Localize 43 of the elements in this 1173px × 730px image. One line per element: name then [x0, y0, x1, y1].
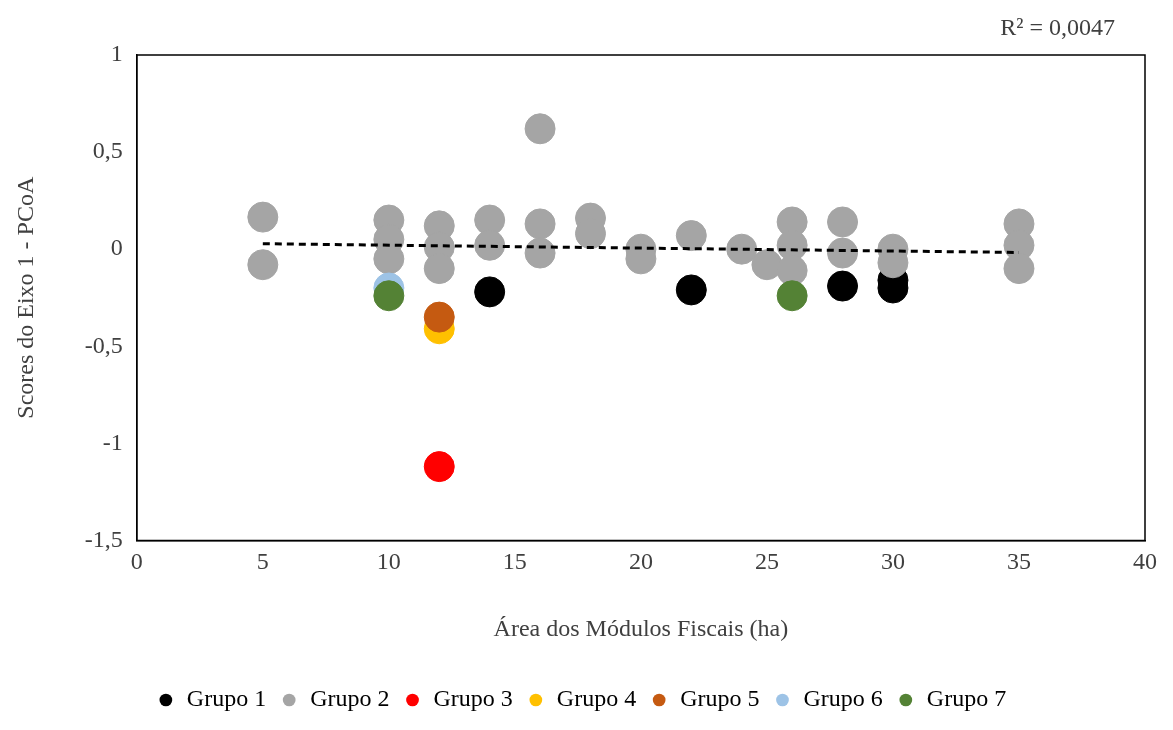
point — [675, 220, 707, 252]
legend-label: Grupo 1 — [186, 685, 267, 712]
x-tick-label: 25 — [754, 548, 779, 575]
point — [827, 270, 859, 302]
point — [524, 208, 556, 240]
legend-label: Grupo 6 — [803, 685, 883, 712]
x-tick-label: 35 — [1006, 548, 1031, 575]
x-axis-title: Área dos Módulos Fiscais (ha) — [493, 614, 789, 641]
point — [776, 280, 808, 312]
x-tick-label: 15 — [502, 548, 527, 575]
point — [247, 249, 279, 281]
y-tick-label: 1 — [110, 40, 123, 67]
y-tick-label: -1 — [102, 428, 123, 455]
point — [423, 451, 455, 483]
point — [827, 206, 859, 238]
x-tick-label: 0 — [130, 548, 143, 575]
legend-label: Grupo 3 — [433, 685, 513, 712]
legend-label: Grupo 7 — [926, 685, 1007, 712]
x-tick-label: 20 — [628, 548, 653, 575]
y-tick-label: -0,5 — [84, 331, 123, 358]
point — [524, 237, 556, 269]
legend-label: Grupo 2 — [310, 685, 390, 712]
x-tick-label: 5 — [256, 548, 269, 575]
legend-label: Grupo 5 — [680, 685, 760, 712]
x-tick-label: 40 — [1133, 548, 1157, 575]
point — [474, 276, 506, 308]
x-tick-label: 30 — [880, 548, 905, 575]
y-tick-label: 0,5 — [92, 137, 123, 164]
point — [827, 237, 859, 269]
point — [726, 233, 758, 265]
y-tick-label: 0 — [110, 234, 123, 261]
point — [423, 301, 455, 333]
text: R² = 0,0047 — [1000, 14, 1115, 41]
legend-label: Grupo 4 — [556, 685, 637, 712]
x-tick-label: 10 — [376, 548, 401, 575]
point — [524, 113, 556, 145]
point — [675, 274, 707, 306]
y-axis-title: Scores do Eixo 1 - PCoA — [11, 176, 38, 419]
point — [474, 204, 506, 236]
point — [373, 280, 405, 312]
y-tick-label: -1,5 — [84, 525, 123, 552]
point — [247, 201, 279, 233]
point — [751, 249, 783, 281]
